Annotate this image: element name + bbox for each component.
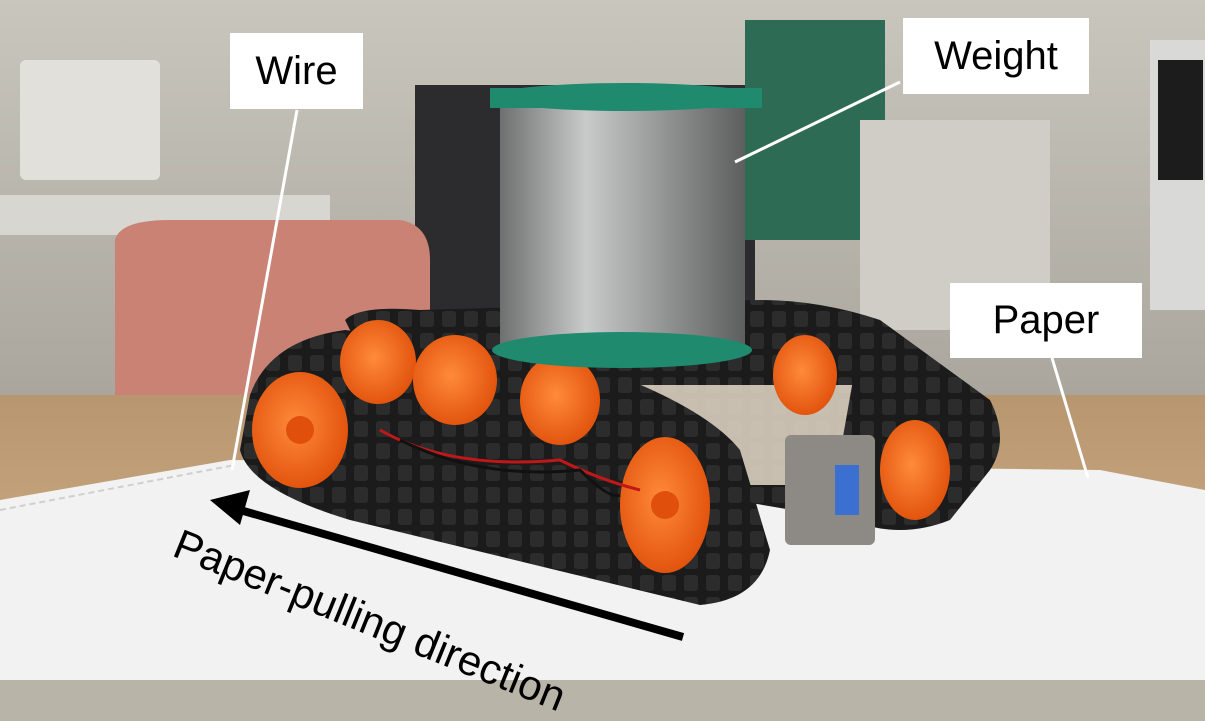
wire-pointer-line bbox=[230, 109, 299, 471]
wire-label: Wire bbox=[230, 33, 363, 109]
spool-bottom-rim bbox=[492, 332, 752, 368]
wheel-hub-5 bbox=[651, 491, 679, 519]
direction-arrow-shaft bbox=[238, 506, 685, 641]
wheel-hub-1 bbox=[286, 416, 314, 444]
gearbox-gear bbox=[835, 465, 859, 515]
wheel-7 bbox=[880, 420, 950, 520]
paper-label: Paper bbox=[950, 283, 1142, 358]
wheel-3 bbox=[413, 335, 497, 425]
weight-label: Weight bbox=[903, 18, 1089, 94]
shelf-equipment bbox=[20, 60, 160, 180]
weight-pointer-line bbox=[734, 80, 901, 164]
gearbox bbox=[785, 435, 875, 545]
wheel-4 bbox=[520, 355, 600, 445]
photo-scene bbox=[0, 0, 1205, 680]
power-supply-screen bbox=[1158, 60, 1203, 180]
spool-body bbox=[500, 100, 745, 355]
direction-arrow-head bbox=[210, 490, 250, 525]
wheel-2 bbox=[340, 320, 416, 404]
paper-pointer-line bbox=[1050, 357, 1090, 479]
black-wire bbox=[399, 438, 621, 498]
spool-top-band bbox=[490, 88, 762, 108]
wheel-6 bbox=[773, 335, 837, 415]
